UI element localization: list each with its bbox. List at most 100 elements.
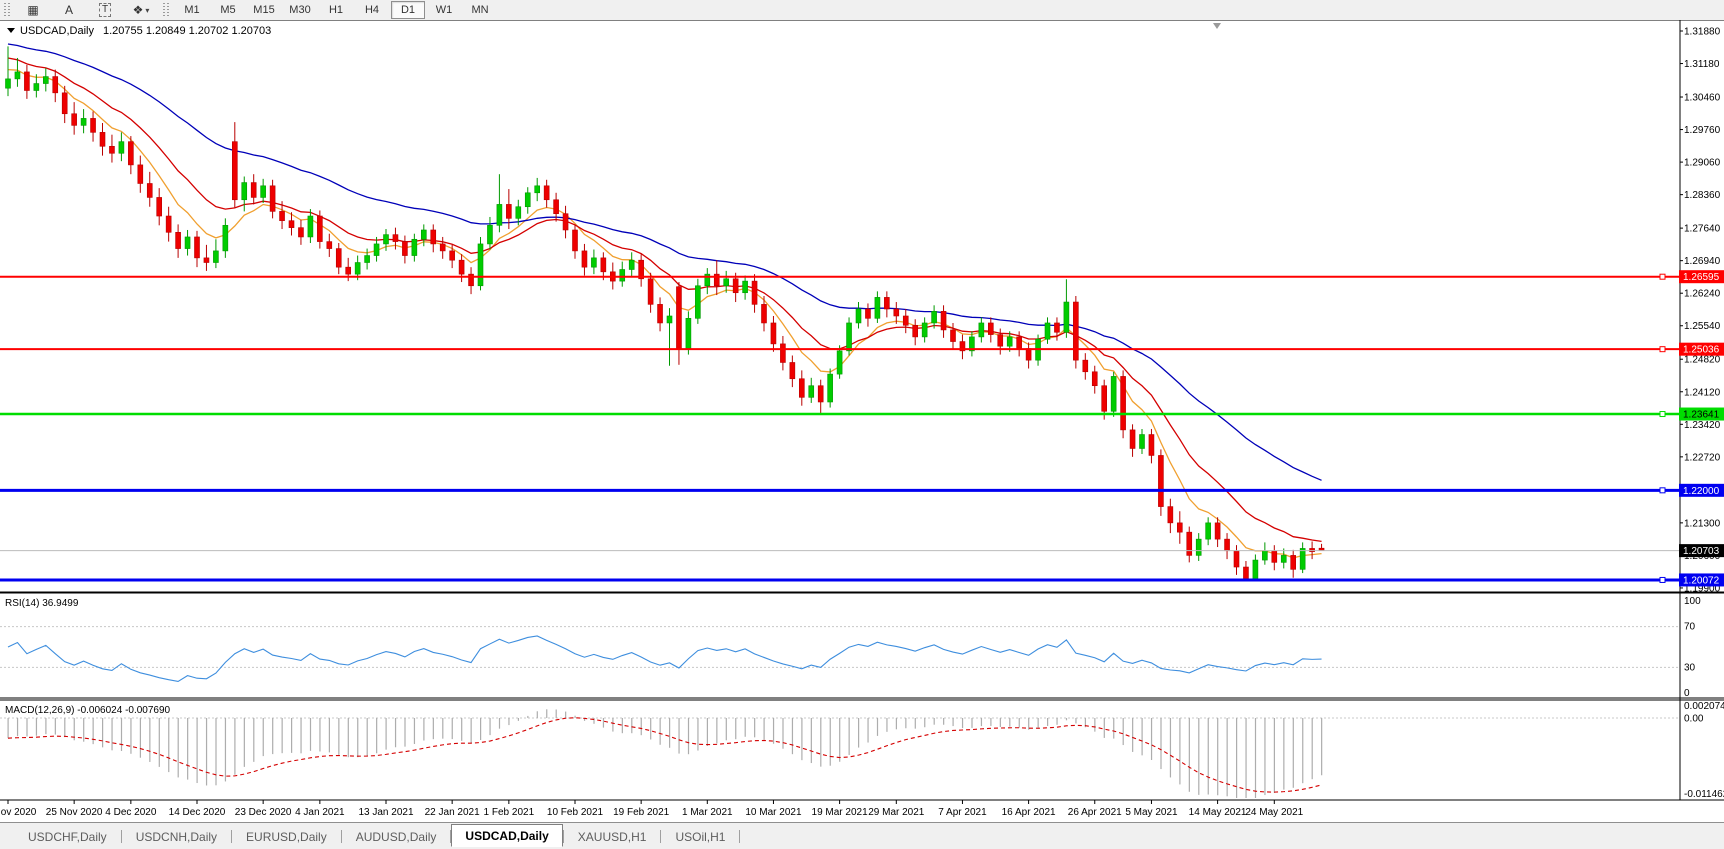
candle-body (515, 206, 522, 219)
rsi-axis-label: 0 (1684, 688, 1690, 699)
macd-bar (754, 718, 756, 738)
toolbar-grip[interactable] (4, 3, 11, 17)
chart-tab-usdchf-daily[interactable]: USDCHF,Daily (28, 829, 107, 844)
candle-body (90, 118, 96, 133)
timeframe-button-h1[interactable]: H1 (328, 4, 344, 16)
candle-body (487, 225, 493, 245)
candle-body (978, 322, 985, 338)
chart-tab-usdcnh-daily[interactable]: USDCNH,Daily (135, 829, 218, 844)
candle-body (647, 278, 654, 305)
macd-bar (546, 709, 548, 718)
macd-bar (612, 718, 614, 732)
date-label: 7 Apr 2021 (938, 807, 987, 818)
cycle-lines-icon[interactable]: ❖ ▾ (132, 3, 150, 17)
timeframe-button-h4[interactable]: H4 (364, 4, 380, 16)
level-handle-support-1[interactable] (1659, 487, 1666, 494)
tab-divider (120, 830, 122, 843)
price-tick-label: 1.27640 (1684, 224, 1721, 235)
macd-bar (527, 715, 529, 718)
macd-bar (980, 718, 983, 727)
candle-body (704, 273, 711, 287)
ma-slow-line[interactable] (7, 43, 1322, 481)
macd-bar (1084, 718, 1086, 728)
timeframe-button-m30[interactable]: M30 (289, 4, 311, 16)
timeframe-button-m1[interactable]: M1 (184, 4, 200, 16)
chart-tab-xauusd-h1[interactable]: XAUUSD,H1 (577, 829, 647, 844)
chart-canvas[interactable]: 1.31880 1.31180 1.30460 1.29760 1.29060 1.283… (0, 20, 1724, 822)
ma-mid-line[interactable] (7, 57, 1322, 543)
date-label: 1 Feb 2021 (484, 807, 535, 818)
price-tick-label: 1.28360 (1684, 190, 1721, 201)
timeframe-button-w1[interactable]: W1 (435, 4, 453, 16)
level-handle-pivot-green[interactable] (1659, 411, 1666, 418)
timeframe-button-mn[interactable]: MN (471, 4, 489, 16)
macd-bar (905, 718, 907, 729)
macd-bar (1169, 718, 1172, 778)
price-tick-label: 1.29760 (1684, 125, 1721, 136)
macd-bar (1264, 718, 1266, 796)
timeframe-button-m5[interactable]: M5 (220, 4, 236, 16)
chart-tab-usoil-h1[interactable]: USOil,H1 (675, 829, 726, 844)
macd-bar (1122, 718, 1124, 746)
macd-bar (1094, 718, 1096, 732)
date-label: 13 Jan 2021 (358, 807, 413, 818)
candle-body (1054, 322, 1060, 333)
macd-bar (735, 718, 737, 740)
candle-body (203, 257, 210, 263)
level-handle-resistance-1[interactable] (1659, 273, 1666, 280)
macd-bar (1254, 718, 1257, 798)
candle-body (71, 113, 77, 126)
macd-bar (1226, 718, 1228, 797)
text-box-icon[interactable]: T (88, 1, 122, 19)
candle-body (798, 378, 805, 398)
current-price-label: 1.20703 (1683, 546, 1720, 557)
candle-body (298, 227, 304, 238)
macd-bar (640, 718, 642, 736)
candle-body (562, 213, 569, 231)
timeframe-button-m15[interactable]: M15 (253, 4, 275, 16)
chart-tab-usdcad-daily[interactable]: USDCAD,Daily (451, 824, 563, 847)
tab-divider (562, 830, 564, 843)
candle-body (33, 83, 40, 91)
price-tick-label: 1.26940 (1684, 256, 1721, 267)
macd-bar (498, 718, 501, 729)
price-tick-label: 1.22720 (1684, 452, 1721, 463)
level-handle-resistance-2[interactable] (1659, 346, 1666, 353)
candle-body (194, 236, 200, 259)
macd-bar (791, 718, 794, 755)
candle-body (1044, 322, 1051, 340)
chart-tab-eurusd-daily[interactable]: EURUSD,Daily (246, 829, 327, 844)
tab-divider (340, 830, 342, 843)
fibonacci-grid-icon[interactable]: ▦ (27, 3, 39, 17)
chart-shift-marker[interactable] (1213, 23, 1221, 29)
toolbar-grip-2[interactable] (163, 3, 170, 17)
level-handle-support-2[interactable] (1659, 576, 1666, 583)
candle-body (959, 341, 966, 352)
candle-body (354, 262, 361, 275)
macd-bar (678, 718, 680, 754)
collapse-triangle-icon[interactable] (7, 28, 15, 33)
candle-body (1082, 359, 1089, 373)
price-tick-label: 1.21300 (1684, 518, 1721, 529)
tab-divider (231, 830, 233, 843)
candle-body (534, 185, 541, 194)
macd-bar (508, 718, 510, 726)
candle-body (1262, 550, 1268, 561)
candle-body (902, 315, 909, 326)
candle-body (940, 311, 947, 331)
macd-bar (697, 718, 699, 751)
macd-bar (432, 718, 434, 740)
candle-body (723, 278, 730, 287)
chart-tab-audusd-daily[interactable]: AUDUSD,Daily (355, 829, 437, 844)
macd-bar (744, 718, 746, 737)
macd-bar (158, 718, 160, 767)
candle-body (1025, 348, 1032, 361)
candle-body (1063, 301, 1070, 333)
timeframe-button-d1[interactable]: D1 (391, 1, 425, 19)
text-label-icon[interactable]: A (64, 3, 73, 17)
macd-bar (1150, 718, 1153, 760)
macd-bar (489, 718, 491, 736)
macd-bar (83, 718, 85, 742)
candles-layer (5, 46, 1325, 581)
